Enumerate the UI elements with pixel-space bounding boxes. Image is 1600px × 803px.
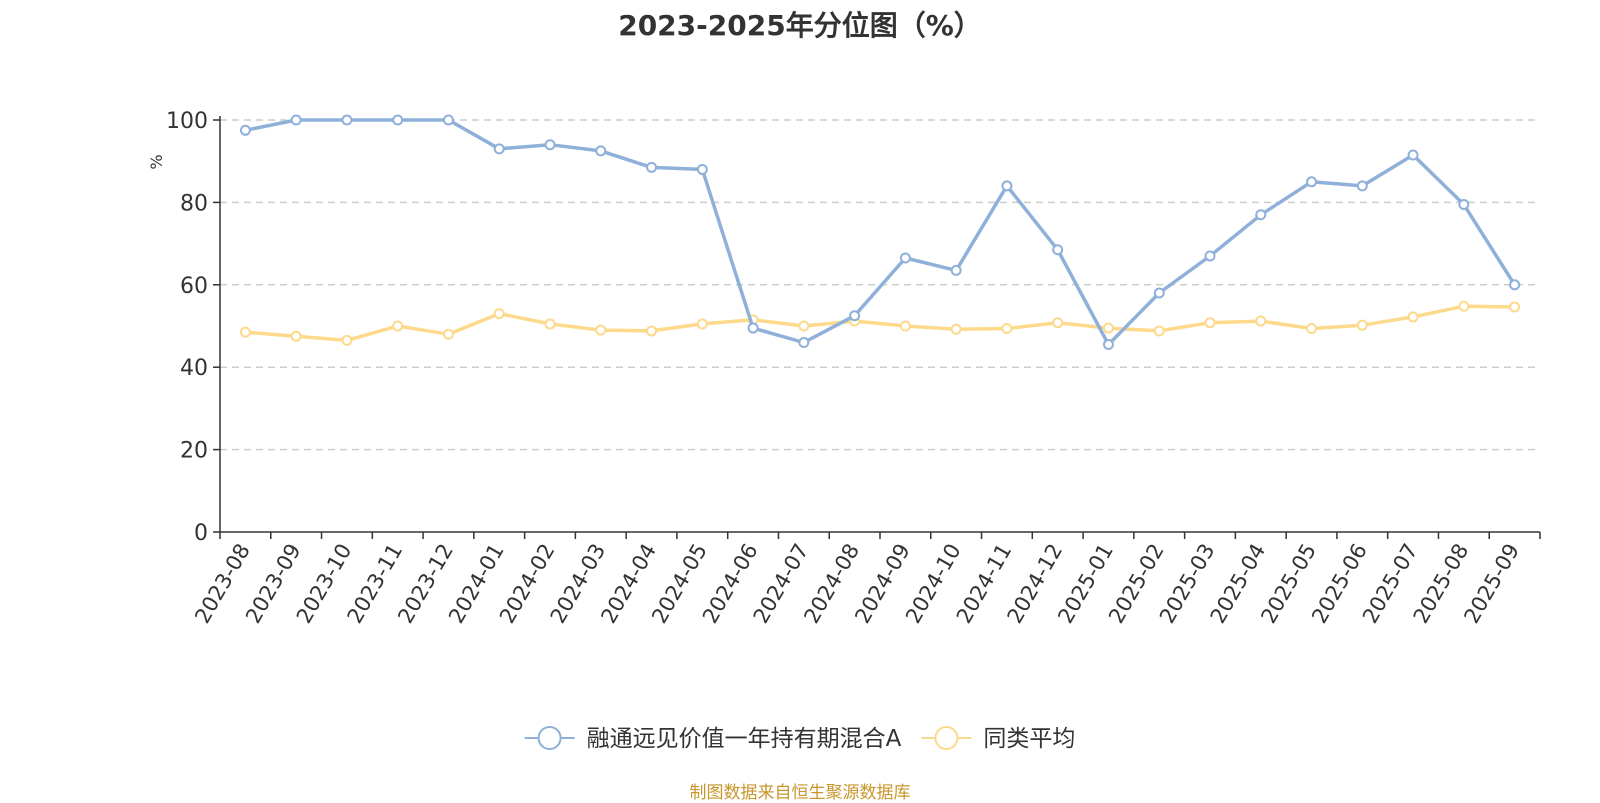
data-point (1204, 317, 1216, 329)
data-point (544, 318, 556, 330)
source-note: 制图数据来自恒生聚源数据库 (689, 783, 911, 803)
data-point (696, 318, 708, 330)
y-tick-label: 60 (180, 274, 208, 299)
data-point (1407, 149, 1419, 161)
data-point (646, 325, 658, 337)
data-point (595, 324, 607, 336)
data-point (849, 310, 861, 322)
data-point (1458, 300, 1470, 312)
data-point (1356, 180, 1368, 192)
data-point (239, 326, 251, 338)
data-point (1356, 319, 1368, 331)
y-tick-label: 100 (166, 109, 208, 134)
data-point (950, 323, 962, 335)
y-tick-label: 20 (180, 439, 208, 464)
data-point (899, 252, 911, 264)
data-point (1255, 209, 1267, 221)
data-point (493, 143, 505, 155)
data-point (442, 328, 454, 340)
legend-label: 融通远见价值一年持有期混合A (587, 726, 902, 752)
data-point (696, 163, 708, 175)
data-point (798, 320, 810, 332)
data-point (290, 330, 302, 342)
y-tick-label: 80 (180, 191, 208, 216)
legend-swatch-marker (537, 726, 562, 750)
data-point (747, 322, 759, 334)
data-point (493, 308, 505, 320)
series-1 (239, 114, 1521, 351)
data-point (1153, 325, 1165, 337)
data-point (1407, 311, 1419, 323)
y-tick-label: 40 (180, 356, 208, 381)
data-point (1001, 180, 1013, 192)
data-point (544, 139, 556, 151)
legend-swatch-marker (934, 726, 959, 750)
series-line (243, 118, 1517, 347)
data-point (392, 114, 404, 126)
data-point (950, 264, 962, 276)
data-point (1052, 244, 1064, 256)
data-point (1509, 279, 1521, 291)
data-point (290, 114, 302, 126)
data-point (392, 320, 404, 332)
data-point (341, 334, 353, 346)
data-point (1255, 315, 1267, 327)
y-axis-label: % (147, 154, 166, 169)
series-2 (239, 300, 1521, 346)
data-point (1458, 198, 1470, 210)
data-point (239, 124, 251, 136)
chart-title: 2023-2025年分位图（%） (618, 9, 982, 42)
data-point (1102, 322, 1114, 334)
data-point (1509, 301, 1521, 313)
y-tick-label: 0 (194, 521, 208, 546)
data-point (1153, 287, 1165, 299)
data-point (1102, 339, 1114, 351)
series-line (243, 304, 1517, 343)
legend-item-2[interactable]: 同类平均 (921, 726, 1075, 752)
legend-item-1[interactable]: 融通远见价值一年持有期混合A (524, 726, 902, 752)
legend-label: 同类平均 (983, 726, 1075, 752)
series (239, 114, 1521, 351)
data-point (1306, 322, 1318, 334)
data-point (442, 114, 454, 126)
data-point (1306, 176, 1318, 188)
axes: 020406080100%2023-082023-092023-102023-1… (147, 109, 1541, 627)
data-point (646, 161, 658, 173)
data-point (341, 114, 353, 126)
data-point (899, 320, 911, 332)
data-point (595, 145, 607, 157)
data-point (1052, 317, 1064, 329)
data-point (1001, 322, 1013, 334)
legend[interactable]: 融通远见价值一年持有期混合A 同类平均 (524, 726, 1076, 752)
data-point (1204, 250, 1216, 262)
data-point (798, 336, 810, 348)
